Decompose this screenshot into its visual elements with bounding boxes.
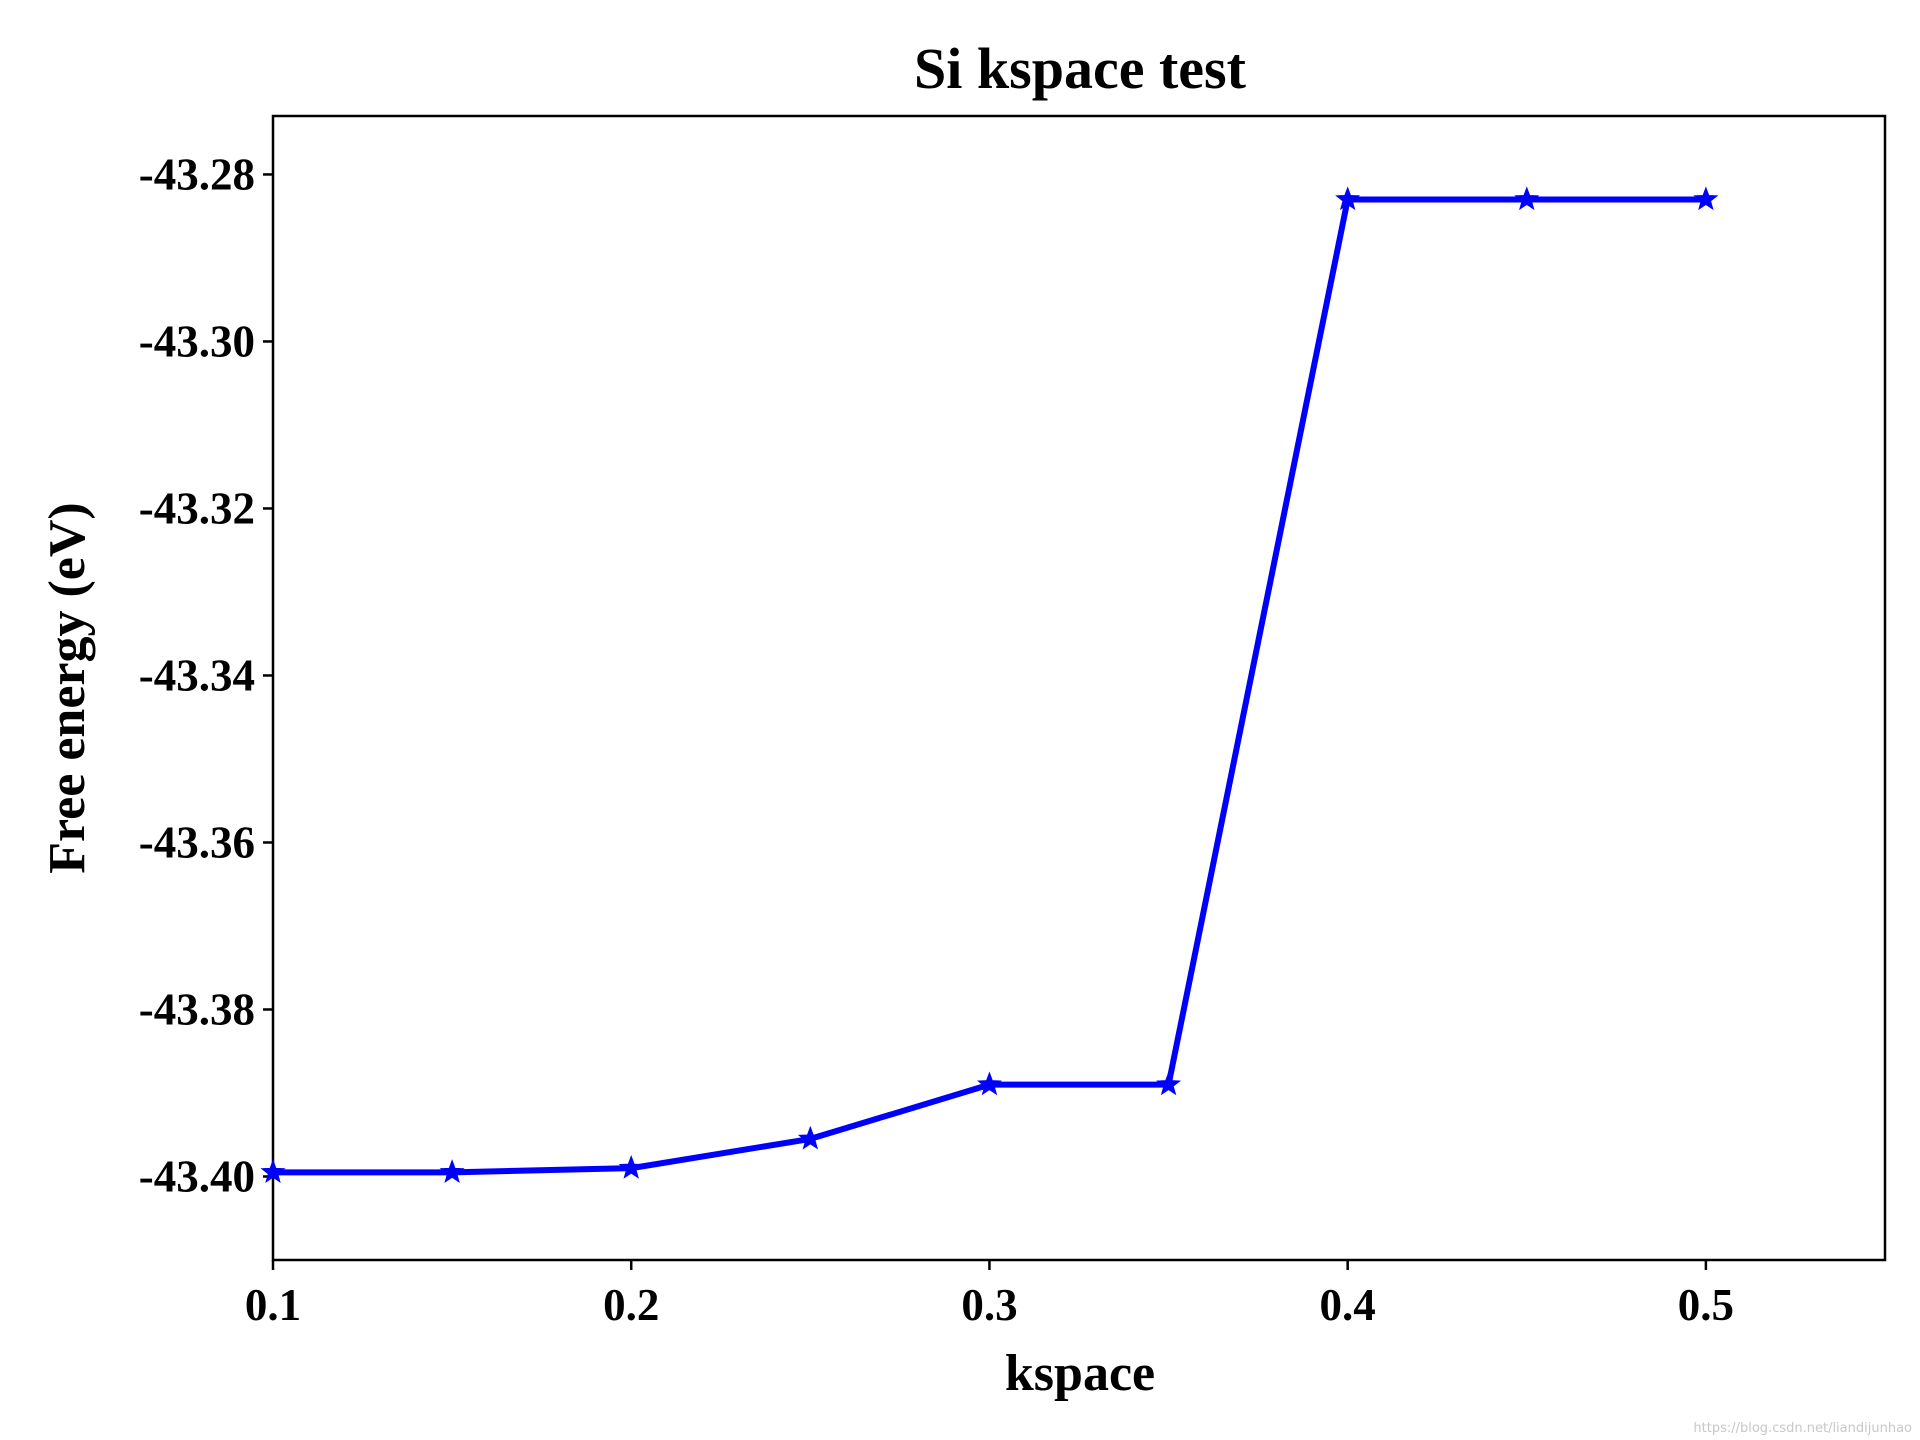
data-point	[1514, 186, 1540, 211]
y-tick-label: -43.32	[139, 483, 255, 533]
y-tick-label: -43.30	[139, 316, 255, 366]
y-axis: -43.28 -43.30 -43.32 -43.34 -43.36 -43.38 -43.…	[139, 149, 273, 1201]
x-tick-label: 0.1	[245, 1280, 301, 1330]
chart-title: Si kspace test	[914, 36, 1247, 101]
x-tick-label: 0.5	[1678, 1280, 1734, 1330]
y-tick-label: -43.40	[139, 1151, 255, 1201]
series-layer	[260, 186, 1719, 1183]
x-tick-label: 0.2	[603, 1280, 659, 1330]
y-tick-label: -43.36	[139, 817, 255, 867]
data-point	[1335, 186, 1361, 211]
data-point	[1693, 186, 1719, 211]
data-point	[1156, 1071, 1182, 1096]
data-point	[439, 1159, 465, 1183]
x-axis: 0.1 0.2 0.3 0.4 0.5	[245, 1260, 1734, 1330]
data-point	[976, 1071, 1002, 1096]
plot-frame	[271, 114, 1887, 1262]
data-point	[618, 1154, 644, 1179]
y-tick-label: -43.34	[139, 650, 255, 700]
x-tick-label: 0.3	[961, 1280, 1017, 1330]
y-axis-label: Free energy (eV)	[39, 502, 96, 874]
data-point	[260, 1159, 286, 1183]
y-tick-label: -43.38	[139, 984, 255, 1034]
watermark: https://blog.csdn.net/liandijunhao	[1693, 1421, 1912, 1436]
x-axis-label: kspace	[1005, 1345, 1155, 1402]
y-tick-label: -43.28	[139, 149, 255, 199]
data-point	[797, 1125, 823, 1150]
x-tick-label: 0.4	[1320, 1280, 1376, 1330]
series-line	[273, 196, 1706, 1176]
